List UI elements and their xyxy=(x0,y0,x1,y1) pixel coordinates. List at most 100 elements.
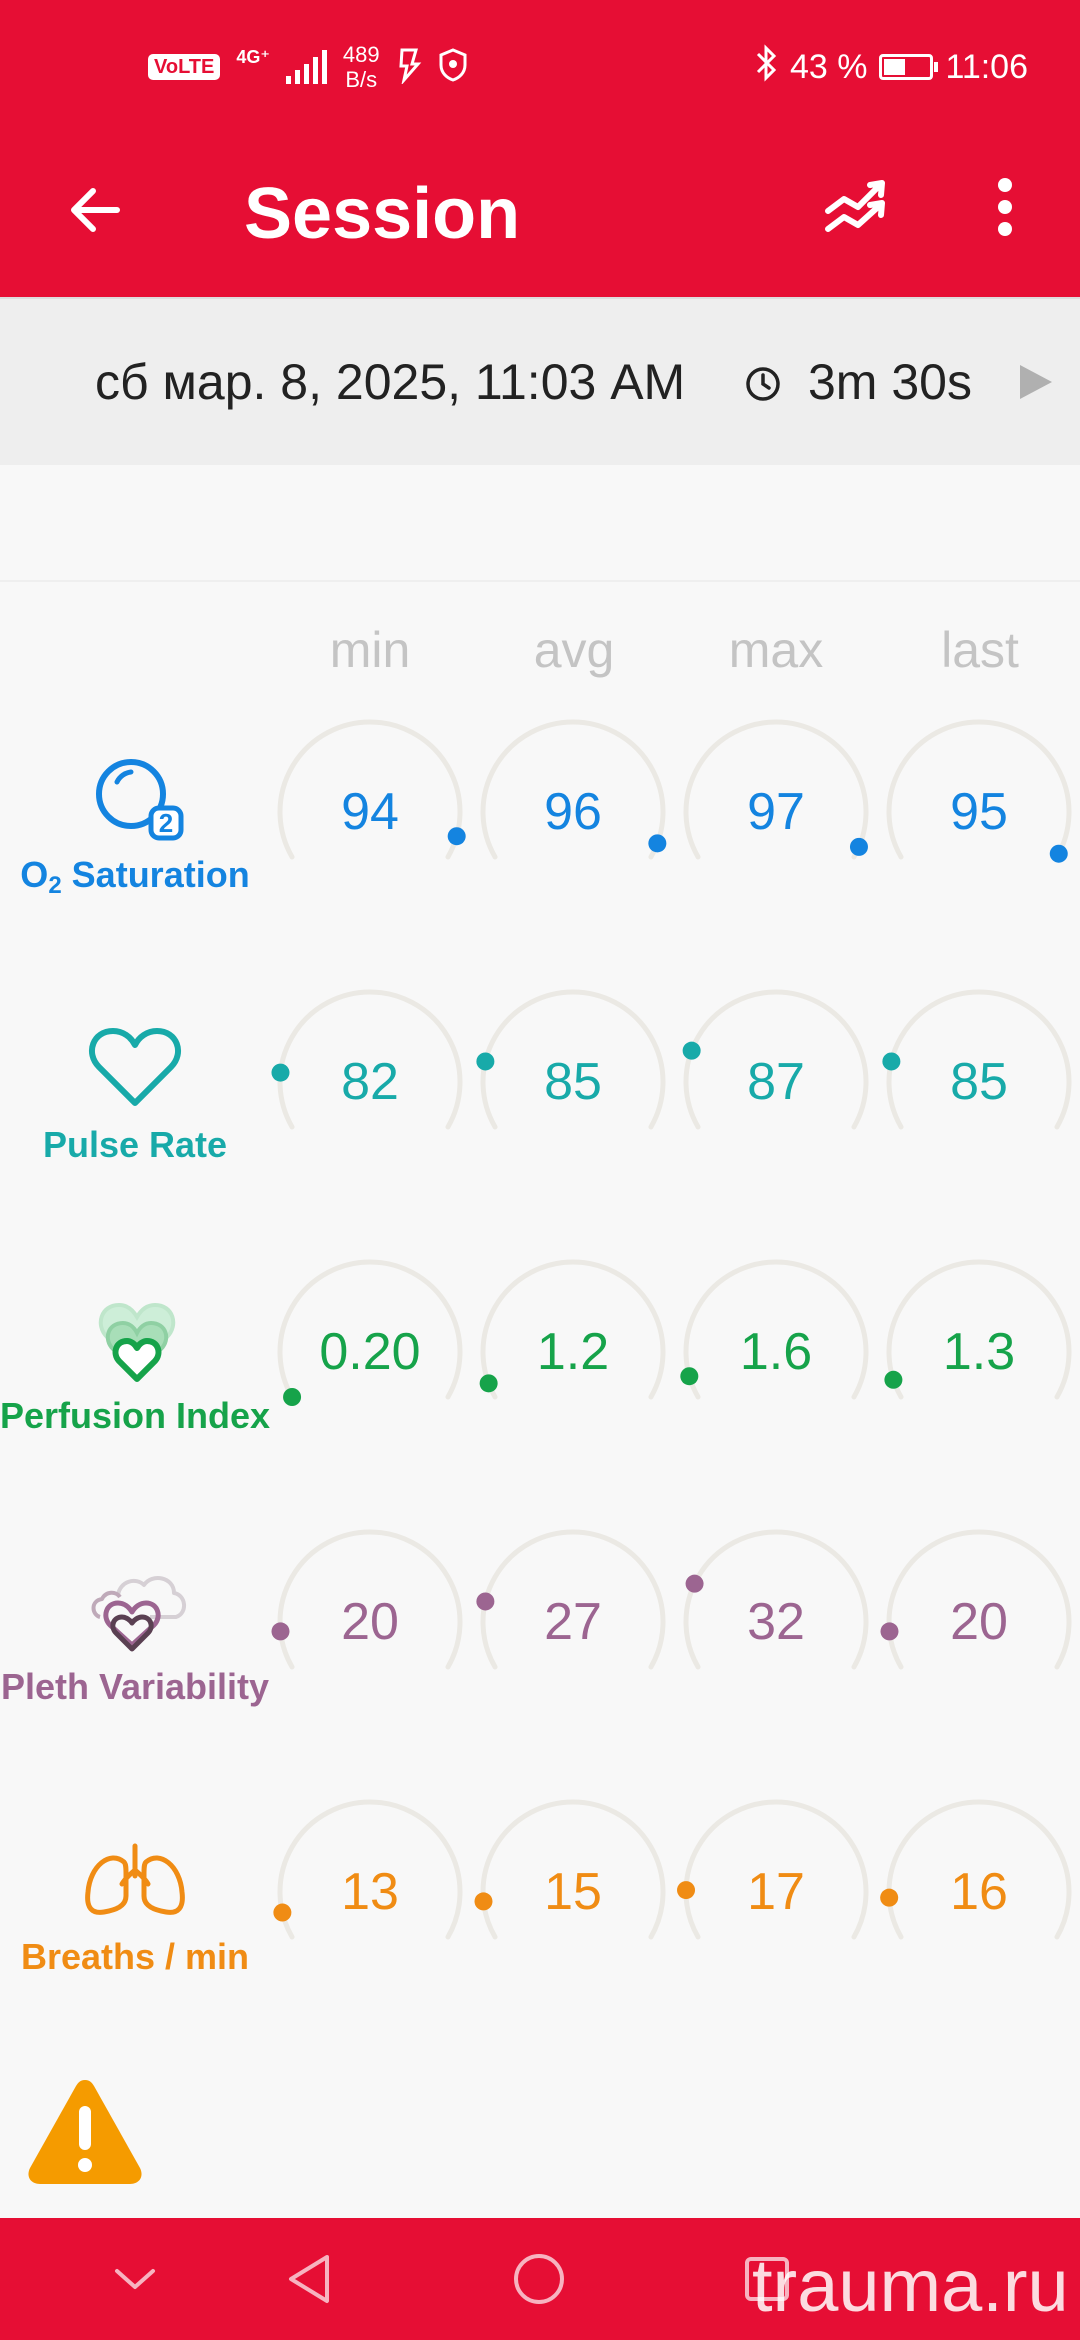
gauge-pulse-max: 87 xyxy=(676,982,876,1182)
network-speed-unit: B/s xyxy=(345,67,378,92)
gauge-value: 15 xyxy=(544,1863,602,1921)
gauge-track xyxy=(277,719,463,860)
gauge-arc xyxy=(277,1259,463,1406)
gauge-breaths-last: 16 xyxy=(879,1792,1079,1992)
recents-square-icon xyxy=(745,2257,789,2301)
gauge-pleth-min: 20 xyxy=(270,1522,470,1722)
warning-button[interactable] xyxy=(24,2072,146,2190)
gauge-track xyxy=(683,1529,869,1670)
gauge-pulse-avg: 85 xyxy=(473,982,673,1182)
column-header-min: min xyxy=(329,622,411,678)
volte-badge: VoLTE xyxy=(148,54,221,80)
divider xyxy=(0,580,1080,582)
gauge-arc xyxy=(474,1799,666,1940)
gauge-value: 27 xyxy=(544,1593,602,1651)
gauge-indicator-dot xyxy=(479,1374,498,1393)
gauge-o2-last: 95 xyxy=(879,712,1079,912)
clock-time: 11:06 xyxy=(945,47,1028,86)
network-speed-value: 489 xyxy=(342,42,380,67)
gauge-arc xyxy=(476,1529,666,1670)
home-circle-icon xyxy=(514,2254,564,2304)
metric-label-o2-sub: 2 xyxy=(48,872,62,899)
metric-label-perfusion-index: Perfusion Index xyxy=(0,1395,271,1436)
gauge-arc xyxy=(880,1799,1072,1940)
status-bar: VoLTE 4G⁺ 489 B/s 43 % 11:06 xyxy=(0,0,1080,132)
gauge-breaths-avg: 15 xyxy=(473,1792,673,1992)
column-header-avg: avg xyxy=(533,622,615,678)
gauge-track xyxy=(683,719,869,860)
page-title: Session xyxy=(244,174,521,254)
nav-recents-button[interactable] xyxy=(730,2242,804,2316)
gauge-perfusion-min: 0.20 xyxy=(270,1252,470,1452)
gauge-arc xyxy=(271,989,463,1130)
gauge-arc xyxy=(683,1529,869,1670)
gauge-indicator-dot xyxy=(677,1881,696,1900)
gauge-indicator-dot xyxy=(882,1052,901,1071)
battery-percent: 43 % xyxy=(789,47,868,86)
metric-label-o2-saturation: O2 Saturation xyxy=(0,852,270,909)
gauge-track xyxy=(480,1529,666,1670)
gauge-value: 82 xyxy=(341,1053,399,1111)
gauge-pleth-avg: 27 xyxy=(473,1522,673,1722)
shield-icon xyxy=(438,47,468,88)
gauge-indicator-dot xyxy=(476,1592,495,1611)
column-header-max: max xyxy=(728,622,824,678)
gauge-value: 97 xyxy=(747,783,805,841)
gauge-indicator-dot xyxy=(273,1903,292,1922)
gauge-value: 85 xyxy=(950,1053,1008,1111)
gauge-value: 95 xyxy=(950,783,1008,841)
gauge-indicator-dot xyxy=(476,1052,495,1071)
gauge-indicator-dot xyxy=(685,1574,704,1593)
metric-label-o2-main: O xyxy=(20,854,49,895)
gauge-track xyxy=(886,1529,1072,1670)
session-date: сб мар. 8, 2025, 11:03 AM xyxy=(95,354,686,410)
metric-label-pleth-variability: Pleth Variability xyxy=(0,1666,270,1707)
warning-triangle-icon xyxy=(28,2080,142,2184)
gauge-arc xyxy=(480,719,667,860)
gauge-track xyxy=(683,1259,869,1400)
nav-back-button[interactable] xyxy=(272,2242,346,2316)
bluetooth-icon xyxy=(754,43,778,91)
gauge-perfusion-last: 1.3 xyxy=(879,1252,1079,1452)
nav-home-button[interactable] xyxy=(502,2242,576,2316)
play-icon xyxy=(1020,365,1052,399)
network-speed: 489 B/s xyxy=(343,42,380,92)
play-button[interactable] xyxy=(1012,359,1058,405)
gauge-value: 96 xyxy=(544,783,602,841)
heart-outline-icon xyxy=(80,1018,190,1118)
gauge-breaths-min: 13 xyxy=(270,1792,470,1992)
layered-hearts-icon xyxy=(82,1290,192,1390)
gauge-breaths-max: 17 xyxy=(676,1792,876,1992)
gauge-track xyxy=(886,1799,1072,1940)
gauge-o2-max: 97 xyxy=(676,712,876,912)
gauge-indicator-dot xyxy=(1049,844,1068,863)
status-right: 43 % 11:06 xyxy=(754,42,1028,92)
gauge-arc xyxy=(479,1259,666,1400)
gauge-indicator-dot xyxy=(682,1041,701,1060)
gauge-indicator-dot xyxy=(271,1622,290,1641)
gauge-pulse-min: 82 xyxy=(270,982,470,1182)
back-button[interactable] xyxy=(55,170,135,250)
trend-compare-button[interactable] xyxy=(818,162,908,252)
gauge-track xyxy=(277,1259,463,1400)
clock-icon xyxy=(746,367,780,401)
gauge-o2-avg: 96 xyxy=(473,712,673,912)
system-nav-bar xyxy=(0,2218,1080,2340)
gauge-value: 1.2 xyxy=(536,1323,610,1381)
trend-compare-icon xyxy=(825,180,885,232)
lungs-icon xyxy=(80,1830,190,1930)
app-notification-icon xyxy=(396,46,422,89)
status-left: VoLTE 4G⁺ 489 B/s xyxy=(148,42,468,92)
battery-icon xyxy=(879,54,939,80)
gauge-track xyxy=(480,989,666,1130)
metric-label-pulse-rate: Pulse Rate xyxy=(42,1124,228,1165)
signal-icon xyxy=(285,50,327,84)
gauge-perfusion-max: 1.6 xyxy=(676,1252,876,1452)
gauge-track xyxy=(277,1799,463,1940)
gauge-value: 17 xyxy=(747,1863,805,1921)
gauge-indicator-dot xyxy=(849,837,868,856)
more-options-button[interactable] xyxy=(975,162,1035,252)
nav-hide-button[interactable] xyxy=(98,2242,172,2316)
oxygen-bubble-icon: 2 xyxy=(84,748,194,848)
gauge-arc xyxy=(680,1259,869,1400)
